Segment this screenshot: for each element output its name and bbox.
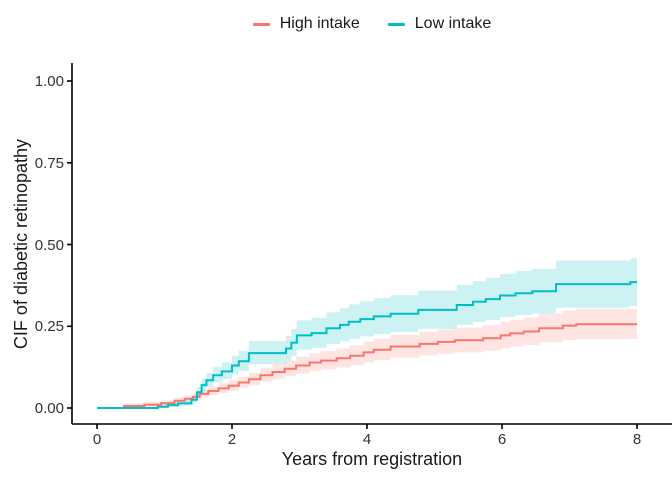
y-tick-label: 0.25	[34, 318, 64, 336]
x-tick-label: 0	[92, 431, 102, 448]
legend-label-low-intake: Low intake	[414, 15, 492, 32]
legend-item-low-intake: Low intake	[387, 15, 492, 32]
series-line-high-intake	[97, 323, 637, 409]
x-tick-label: 4	[362, 431, 372, 448]
y-tick-label: 0.00	[34, 400, 64, 417]
x-tick-label: 6	[497, 431, 507, 448]
y-tick-label: 0.75	[34, 154, 64, 172]
legend: High intake Low intake	[72, 16, 672, 32]
y-tick-label: 1.00	[34, 73, 64, 90]
low-intake-line-swatch-icon	[387, 22, 405, 26]
confidence-band-high-intake	[97, 308, 637, 408]
y-tick-label: 0.50	[34, 236, 64, 254]
legend-label-high-intake: High intake	[279, 15, 360, 32]
high-intake-line-swatch-icon	[252, 22, 270, 26]
x-tick-label: 2	[227, 431, 237, 448]
x-axis-title: Years from registration	[281, 449, 463, 469]
series-line-low-intake	[97, 281, 637, 409]
x-tick-label: 8	[632, 431, 642, 448]
legend-item-high-intake: High intake	[252, 15, 360, 32]
